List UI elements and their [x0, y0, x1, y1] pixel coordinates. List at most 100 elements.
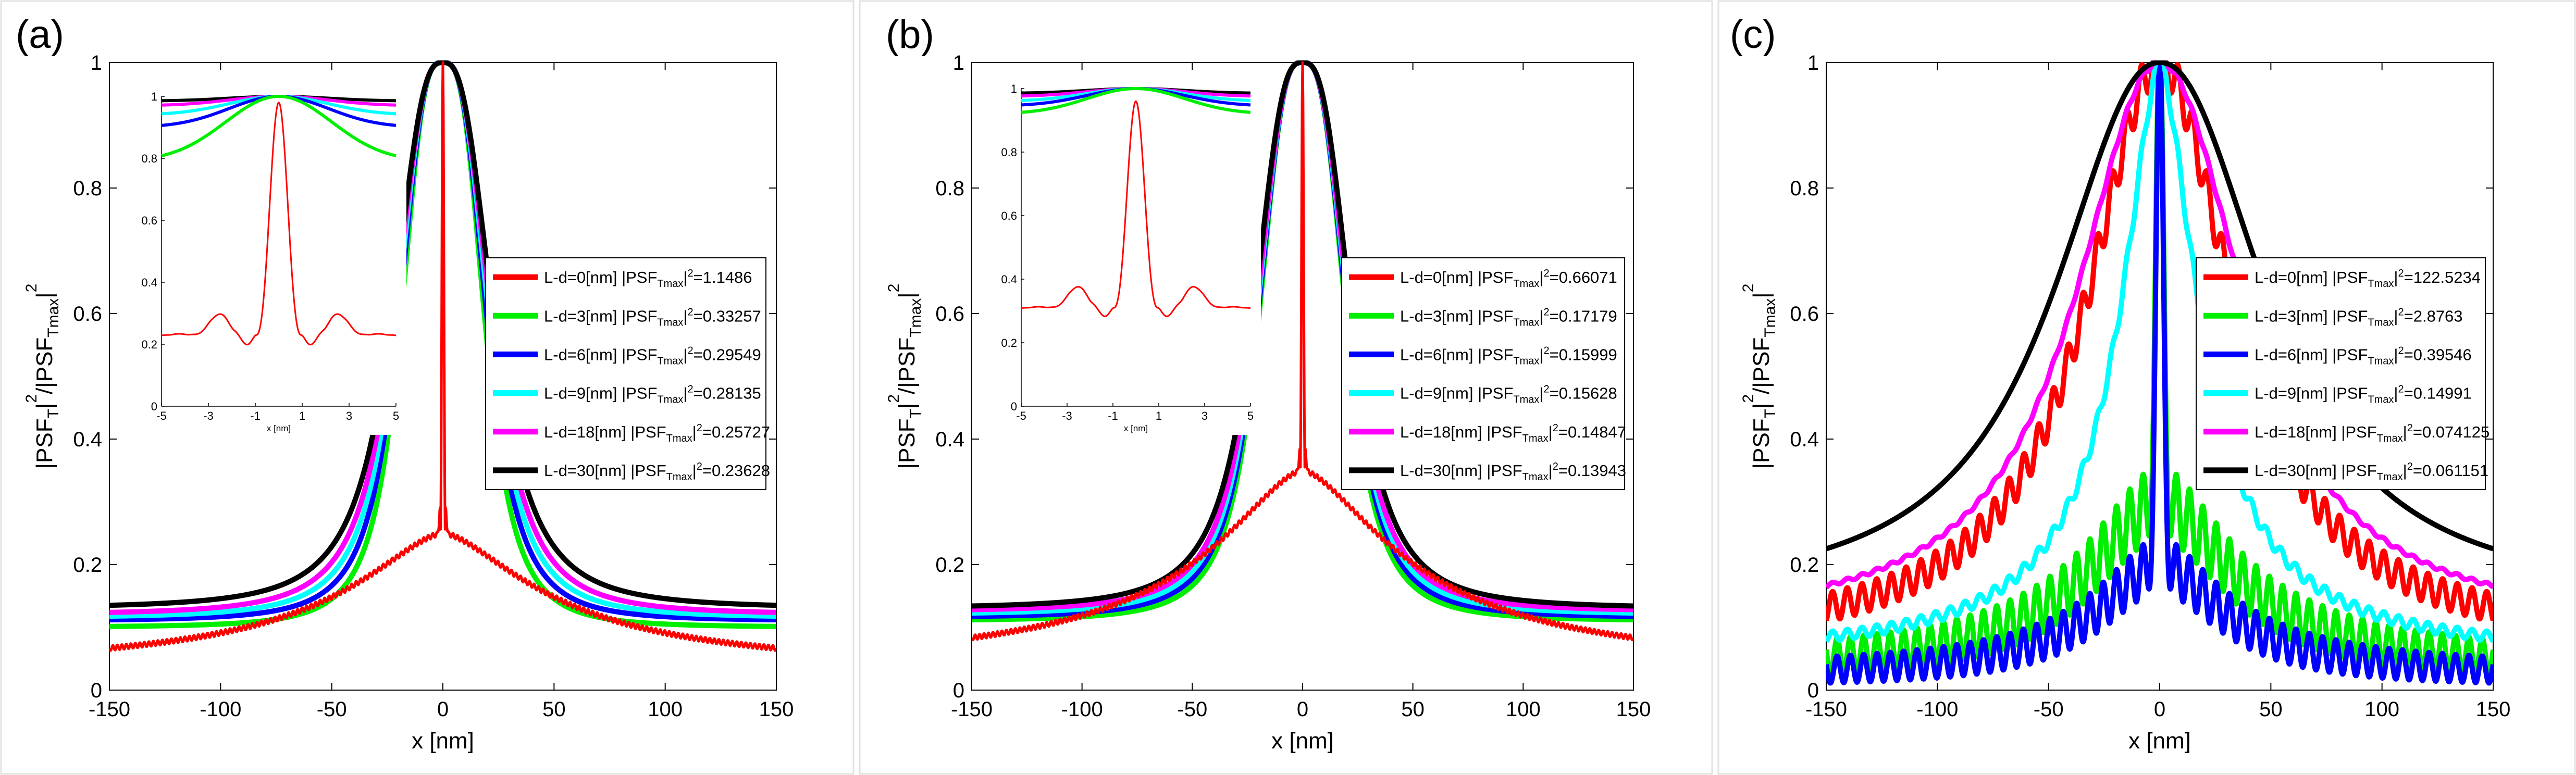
inset-x-tick-label: 1: [1156, 409, 1162, 422]
x-tick-label: 100: [648, 698, 683, 721]
inset-x-axis-label: x [nm]: [267, 423, 291, 433]
y-axis-label-part: |: [32, 292, 57, 298]
panel-label: (c): [1730, 12, 1776, 57]
legend-entry-part: Tmax: [1513, 355, 1539, 367]
x-tick-label: 50: [542, 698, 566, 721]
inset-y-tick-label: 0: [151, 400, 157, 413]
y-axis-label: |PSFT|2/|PSFTmax|2: [23, 284, 62, 469]
legend-entry-part: =: [1558, 461, 1568, 480]
legend-entry-part: 2: [1543, 306, 1549, 318]
legend-box: [1341, 257, 1625, 490]
legend-entry-part: =: [702, 423, 712, 441]
legend-entry-part: |PSF: [1473, 384, 1513, 403]
x-axis-label: x [nm]: [2128, 728, 2191, 754]
legend-entry-part: Tmax: [2368, 317, 2394, 328]
y-axis-label-part: |: [894, 292, 920, 298]
y-tick-label: 1: [953, 52, 964, 74]
legend-entry-part: |: [2403, 461, 2407, 480]
legend-entry-part: 0.23628: [712, 461, 770, 480]
series-line-1: [109, 61, 776, 652]
legend-entry-part: |: [692, 423, 697, 441]
y-tick-label: 0.2: [935, 554, 964, 577]
x-tick-label: 0: [2154, 698, 2165, 721]
y-tick-label: 0.6: [73, 303, 102, 326]
y-axis-label-part: T: [907, 409, 924, 418]
legend-entry-part: |: [1549, 423, 1553, 441]
y-axis-label-part: Tmax: [1762, 298, 1779, 338]
legend-entry-part: |PSF: [617, 307, 657, 325]
legend-entry-part: |: [1539, 345, 1543, 364]
legend-entry-part: 122.5234: [2413, 268, 2481, 286]
legend-entry-part: |: [2394, 268, 2398, 286]
legend-entry-3: L-d=6[nm] |PSFTmax|2=0.15999: [1400, 345, 1617, 367]
legend-entry-part: 2: [687, 345, 693, 356]
inset-y-tick-label: 1: [1011, 82, 1017, 95]
legend-entry-5: L-d=18[nm] |PSFTmax|2=0.074125: [2255, 422, 2490, 444]
y-tick-label: 1: [91, 52, 102, 74]
y-tick-label: 0.4: [73, 428, 102, 451]
legend-entry-part: |: [1539, 307, 1543, 325]
legend-entry-part: =: [693, 345, 703, 364]
x-tick-label: 100: [2364, 698, 2399, 721]
y-axis-label: |PSFT|2/|PSFTmax|2: [1740, 284, 1779, 469]
legend-box: [485, 257, 766, 490]
panel-label: (b): [886, 12, 934, 57]
inset-x-tick-label: 3: [1202, 409, 1208, 422]
y-axis-label-part: 2: [885, 394, 902, 403]
legend-entry-part: |PSF: [626, 423, 666, 441]
y-tick-label: 0.6: [1790, 303, 1819, 326]
legend-entry-part: |PSF: [1473, 345, 1513, 364]
legend-entry-2: L-d=3[nm] |PSFTmax|2=2.8763: [2255, 306, 2463, 328]
legend-entry-part: 1.1486: [703, 268, 752, 286]
x-tick-label: 150: [2476, 698, 2511, 721]
legend-entry-4: L-d=9[nm] |PSFTmax|2=0.14991: [2255, 384, 2472, 406]
inset-x-tick-label: -3: [1062, 409, 1072, 422]
x-tick-label: -150: [1805, 698, 1847, 721]
legend-entry-part: 0.39546: [2413, 345, 2472, 364]
legend-entry-part: 0.15628: [1559, 384, 1617, 403]
legend-entry-part: |: [1539, 384, 1543, 403]
legend-entry-part: 2: [2407, 422, 2413, 434]
inset-series-line-2: [1021, 87, 1251, 114]
legend-entry-part: L-d=0[nm]: [544, 268, 617, 286]
y-tick-label: 0.2: [1790, 554, 1819, 577]
inset-series-line-1: [161, 101, 397, 346]
legend-entry-part: Tmax: [657, 317, 683, 328]
inset-y-tick-label: 0: [1011, 400, 1017, 413]
inset-x-tick-label: -1: [1108, 409, 1118, 422]
inset: -5 -3 -1 1 3 5 0 0.2 0.4 0.6 0.8 1 x [nm]: [990, 73, 1261, 435]
y-axis-label-part: |: [894, 403, 920, 409]
panel-label: (a): [16, 12, 64, 57]
legend-entry-part: 0.13943: [1568, 461, 1626, 480]
curves: [972, 60, 1633, 642]
legend-entry-part: 2: [2398, 384, 2404, 395]
legend-entry-part: Tmax: [1522, 433, 1549, 444]
legend-entry-part: |PSF: [617, 268, 657, 286]
legend-entry-part: 2: [1543, 268, 1549, 279]
series-line-1: [972, 61, 1633, 642]
legend-entry-part: =: [1550, 307, 1559, 325]
legend-entry-part: =: [2404, 268, 2413, 286]
legend-entry-part: L-d=3[nm]: [2255, 307, 2327, 325]
legend-entry-part: =: [693, 268, 703, 286]
y-tick-label: 0: [1807, 679, 1819, 702]
legend-entry-part: 2: [2407, 461, 2413, 472]
legend-entry-part: =: [1550, 345, 1559, 364]
x-tick-label: 0: [437, 698, 449, 721]
inset-x-axis-label: x [nm]: [1124, 423, 1148, 433]
legend-entry-part: 2: [1553, 422, 1558, 434]
legend-entry-part: L-d=30[nm]: [544, 461, 626, 480]
inset-x-tick-label: -5: [1016, 409, 1026, 422]
y-axis-label-part: /|PSF: [1749, 338, 1774, 394]
legend-entry-part: =: [2404, 307, 2413, 325]
inset-y-tick-label: 0.2: [141, 338, 157, 351]
legend-entry-part: |PSF: [2327, 345, 2368, 364]
legend-entry-part: =: [693, 307, 703, 325]
legend-entry-part: 2: [687, 306, 693, 318]
y-axis-label-part: 2: [1740, 284, 1757, 293]
legend-entry-part: L-d=9[nm]: [2255, 384, 2327, 403]
legend-entry-part: =: [1550, 268, 1559, 286]
legend-entry-part: |: [683, 307, 687, 325]
